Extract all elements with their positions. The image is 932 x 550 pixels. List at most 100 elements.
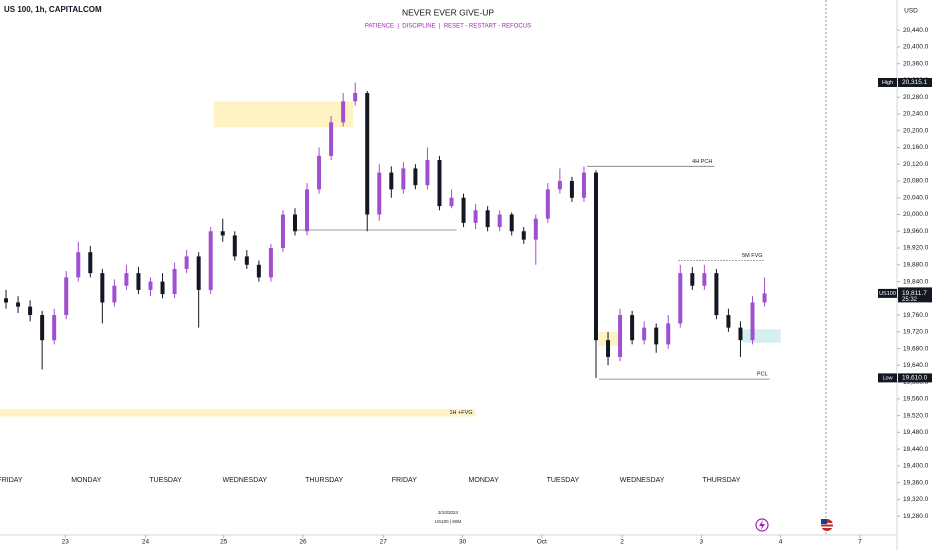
y-tick-label: 19,960.0: [903, 228, 929, 235]
candle-body: [377, 172, 382, 215]
candle-body: [40, 315, 45, 341]
candle-body: [232, 235, 237, 257]
y-tick-label: 20,000.0: [903, 211, 929, 218]
x-tick-label: 4: [779, 539, 783, 546]
zone: [598, 331, 621, 347]
footer-date: 3/10/2024: [438, 510, 459, 515]
x-tick-label: 3: [700, 539, 704, 546]
candle-body: [148, 281, 153, 290]
candle-body: [497, 214, 502, 228]
level-label: 5M FVG: [742, 253, 762, 259]
candle-body: [642, 327, 647, 341]
headline: NEVER EVER GIVE-UP: [402, 7, 494, 17]
candle-body: [569, 180, 574, 198]
x-tick-label: 24: [142, 539, 150, 546]
y-tick-label: 20,440.0: [903, 27, 929, 34]
candle-body: [630, 315, 635, 341]
candle-body: [184, 256, 189, 269]
candle-body: [557, 180, 562, 190]
candle-body: [4, 298, 9, 303]
zone: [742, 329, 781, 343]
candle-body: [76, 252, 81, 278]
candle-body: [581, 172, 586, 198]
candle-body: [666, 323, 671, 345]
candle-body: [280, 214, 285, 249]
candle-body: [762, 293, 767, 303]
candle-body: [100, 273, 105, 303]
y-tick-label: 20,360.0: [903, 60, 929, 67]
candle-body: [425, 160, 430, 186]
candle-body: [401, 168, 406, 190]
candle-body: [521, 231, 526, 240]
y-tick-label: 19,760.0: [903, 312, 929, 319]
candle-body: [172, 268, 177, 295]
price-badge-label: 19,610.0: [902, 375, 928, 382]
candle-body: [485, 210, 490, 228]
zone: [0, 408, 476, 417]
candle-body: [413, 168, 418, 186]
candle-body: [136, 273, 141, 290]
flag-canton: [821, 519, 827, 524]
zone-label: 1H +FVG: [450, 410, 473, 416]
flag-stripe: [821, 526, 833, 528]
candle-body: [220, 231, 225, 236]
candle-body: [473, 210, 478, 223]
candle-body: [437, 160, 442, 207]
candle-body: [208, 231, 213, 290]
y-tick-label: 19,320.0: [903, 496, 929, 503]
price-badge: [898, 77, 932, 87]
alert-bolt: [759, 520, 765, 530]
y-tick-label: 20,280.0: [903, 94, 929, 101]
day-label: THURSDAY: [702, 477, 740, 484]
y-tick-label: 19,560.0: [903, 396, 929, 403]
currency: USD: [904, 8, 918, 15]
candle-body: [52, 315, 57, 341]
marker-tag: [878, 373, 897, 383]
y-tick-label: 19,280.0: [903, 513, 929, 520]
y-tick-label: 19,400.0: [903, 463, 929, 470]
y-tick-label: 20,120.0: [903, 161, 929, 168]
y-tick-label: 19,480.0: [903, 429, 929, 436]
marker-name: Low: [882, 375, 892, 381]
candle-body: [64, 277, 69, 316]
candle-body: [678, 273, 683, 324]
alert-icon[interactable]: [755, 518, 769, 532]
candle-body: [28, 306, 33, 316]
day-label: TUESDAY: [149, 477, 182, 484]
candle-body: [196, 256, 201, 290]
y-tick-label: 20,240.0: [903, 111, 929, 118]
candle-body: [124, 273, 129, 286]
day-label: MONDAY: [469, 477, 500, 484]
y-tick-label: 20,400.0: [903, 44, 929, 51]
candle-body: [750, 302, 755, 341]
candle-body: [690, 273, 695, 286]
x-tick-label: 23: [62, 539, 70, 546]
chart-title: US 100, 1h, CAPITALCOM: [4, 5, 102, 14]
level-label: 4H PCH: [692, 159, 712, 165]
subtitle: PATIENCE | DISCIPLINE | RESET - RESTART …: [365, 24, 531, 30]
level-label: PCL: [757, 372, 768, 378]
y-tick-label: 19,680.0: [903, 345, 929, 352]
day-label: TUESDAY: [547, 477, 580, 484]
candle-body: [317, 155, 322, 190]
candle-body: [714, 273, 719, 316]
y-tick-label: 19,440.0: [903, 446, 929, 453]
y-tick-label: 19,920.0: [903, 245, 929, 252]
candle-body: [329, 122, 334, 156]
candle-body: [461, 197, 466, 223]
candle-body: [389, 172, 394, 190]
candle-body: [341, 101, 346, 123]
candle-body: [606, 340, 611, 357]
day-label: WEDNESDAY: [620, 477, 665, 484]
day-label: THURSDAY: [305, 477, 343, 484]
countdown: 25:32: [902, 297, 918, 303]
x-tick-label: 2: [620, 539, 624, 546]
y-tick-label: 20,200.0: [903, 127, 929, 134]
marker-name: US100: [879, 291, 896, 297]
price-badge: [898, 287, 932, 303]
candle-body: [160, 281, 165, 295]
candle-body: [593, 172, 598, 341]
candle-body: [702, 273, 707, 286]
day-label: MONDAY: [71, 477, 102, 484]
